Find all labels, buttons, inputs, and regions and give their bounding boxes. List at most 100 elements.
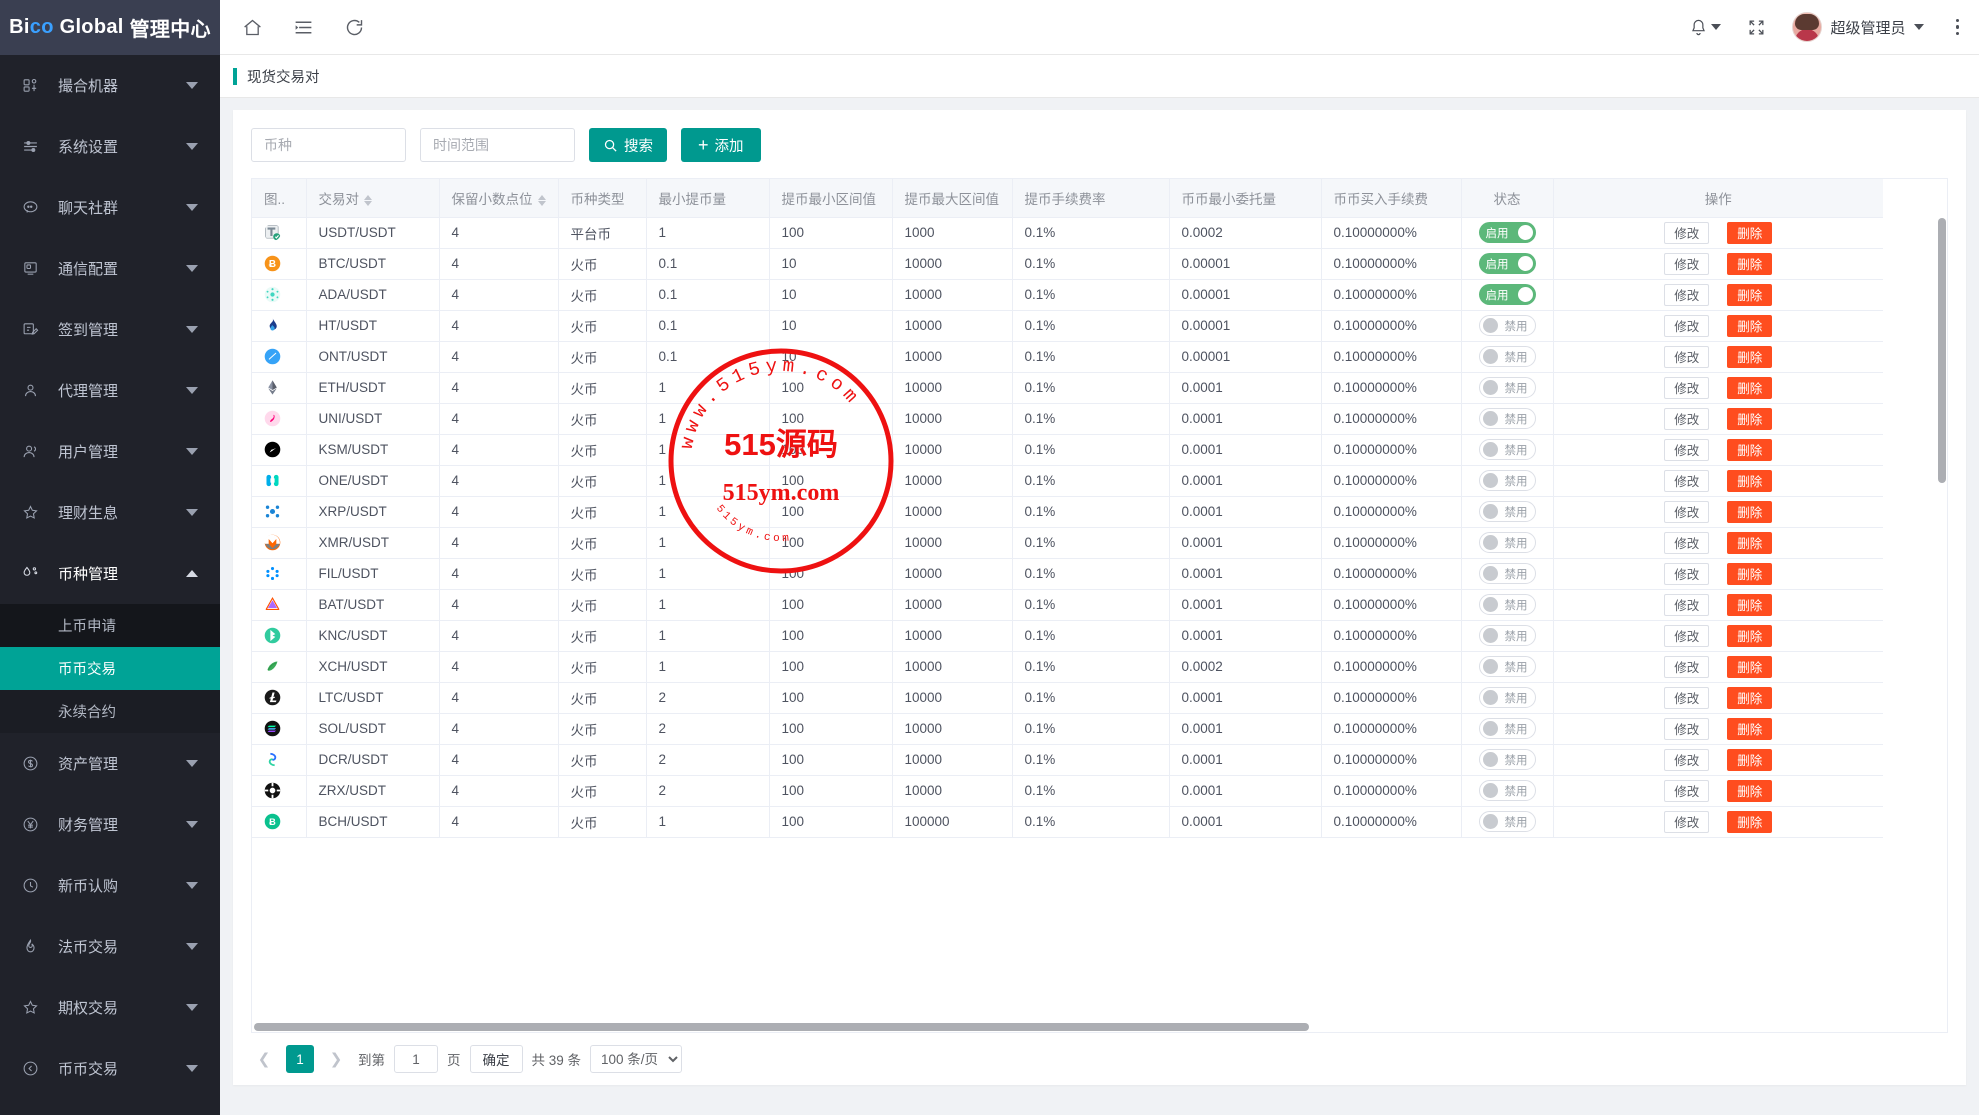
edit-button[interactable]: 修改 — [1664, 810, 1710, 833]
page-number-1[interactable]: 1 — [286, 1045, 314, 1073]
status-toggle[interactable]: 禁用 — [1478, 749, 1536, 770]
delete-button[interactable]: 删除 — [1727, 283, 1773, 306]
delete-button[interactable]: 删除 — [1727, 717, 1773, 740]
edit-button[interactable]: 修改 — [1664, 283, 1710, 306]
delete-button[interactable]: 删除 — [1727, 376, 1773, 399]
edit-button[interactable]: 修改 — [1664, 438, 1710, 461]
edit-button[interactable]: 修改 — [1664, 562, 1710, 585]
edit-button[interactable]: 修改 — [1664, 314, 1710, 337]
status-toggle[interactable]: 禁用 — [1478, 563, 1536, 584]
sidebar-subitem-0[interactable]: 上币申请 — [0, 604, 220, 647]
status-toggle[interactable]: 禁用 — [1478, 718, 1536, 739]
horizontal-scrollbar-track[interactable] — [251, 1021, 1948, 1033]
edit-button[interactable]: 修改 — [1664, 779, 1710, 802]
horizontal-scrollbar-thumb[interactable] — [254, 1023, 1309, 1031]
search-button[interactable]: 搜索 — [589, 128, 667, 162]
delete-button[interactable]: 删除 — [1727, 252, 1773, 275]
edit-button[interactable]: 修改 — [1664, 531, 1710, 554]
sidebar-item-10[interactable]: 财务管理 — [0, 794, 220, 855]
edit-button[interactable]: 修改 — [1664, 221, 1710, 244]
sidebar-item-0[interactable]: 撮合机器 — [0, 55, 220, 116]
delete-button[interactable]: 删除 — [1727, 562, 1773, 585]
sidebar-item-2[interactable]: 聊天社群 — [0, 177, 220, 238]
sidebar-item-13[interactable]: 期权交易 — [0, 977, 220, 1038]
column-header-2[interactable]: 保留小数点位 — [439, 179, 559, 218]
status-toggle[interactable]: 禁用 — [1478, 656, 1536, 677]
status-toggle[interactable]: 禁用 — [1478, 594, 1536, 615]
status-toggle[interactable]: 禁用 — [1478, 687, 1536, 708]
status-toggle[interactable]: 禁用 — [1478, 315, 1536, 336]
status-toggle[interactable]: 禁用 — [1478, 780, 1536, 801]
status-toggle[interactable]: 禁用 — [1478, 811, 1536, 832]
delete-button[interactable]: 删除 — [1727, 469, 1773, 492]
status-toggle[interactable]: 禁用 — [1478, 501, 1536, 522]
vertical-scrollbar[interactable] — [1938, 218, 1946, 483]
edit-button[interactable]: 修改 — [1664, 252, 1710, 275]
goto-page-input[interactable] — [394, 1045, 438, 1073]
sidebar-subitem-1[interactable]: 币币交易 — [0, 647, 220, 690]
sidebar-item-1[interactable]: 系统设置 — [0, 116, 220, 177]
column-header-1[interactable]: 交易对 — [306, 179, 440, 218]
status-toggle[interactable]: 启用 — [1478, 253, 1536, 274]
sidebar-subitem-2[interactable]: 永续合约 — [58, 705, 116, 721]
more-vertical-icon[interactable] — [1950, 17, 1966, 38]
edit-button[interactable]: 修改 — [1664, 593, 1710, 616]
edit-button[interactable]: 修改 — [1664, 407, 1710, 430]
page-size-select[interactable]: 10 条/页20 条/页50 条/页100 条/页 — [590, 1045, 683, 1073]
delete-button[interactable]: 删除 — [1727, 810, 1773, 833]
edit-button[interactable]: 修改 — [1664, 376, 1710, 399]
delete-button[interactable]: 删除 — [1727, 593, 1773, 616]
edit-button[interactable]: 修改 — [1664, 748, 1710, 771]
edit-button[interactable]: 修改 — [1664, 686, 1710, 709]
sidebar-item-4[interactable]: 签到管理 — [0, 299, 220, 360]
delete-button[interactable]: 删除 — [1727, 779, 1773, 802]
status-toggle[interactable]: 禁用 — [1478, 625, 1536, 646]
sort-toggle-icon[interactable] — [364, 194, 372, 206]
sidebar-item-14[interactable]: 币币交易 — [0, 1038, 220, 1099]
delete-button[interactable]: 删除 — [1727, 407, 1773, 430]
delete-button[interactable]: 删除 — [1727, 345, 1773, 368]
delete-button[interactable]: 删除 — [1727, 686, 1773, 709]
delete-button[interactable]: 删除 — [1727, 221, 1773, 244]
status-toggle[interactable]: 启用 — [1478, 284, 1536, 305]
edit-button[interactable]: 修改 — [1664, 345, 1710, 368]
edit-button[interactable]: 修改 — [1664, 624, 1710, 647]
collapse-menu-icon[interactable] — [293, 17, 314, 38]
status-toggle[interactable]: 禁用 — [1478, 346, 1536, 367]
sidebar-item-6[interactable]: 用户管理 — [0, 421, 220, 482]
status-toggle[interactable]: 禁用 — [1478, 470, 1536, 491]
sidebar-item-7[interactable]: 理财生息 — [0, 482, 220, 543]
edit-button[interactable]: 修改 — [1664, 655, 1710, 678]
status-toggle[interactable]: 禁用 — [1478, 408, 1536, 429]
coin-input[interactable] — [251, 128, 406, 162]
refresh-icon[interactable] — [344, 17, 365, 38]
edit-button[interactable]: 修改 — [1664, 717, 1710, 740]
edit-button[interactable]: 修改 — [1664, 500, 1710, 523]
delete-button[interactable]: 删除 — [1727, 655, 1773, 678]
delete-button[interactable]: 删除 — [1727, 500, 1773, 523]
sidebar-item-8[interactable]: 币种管理 — [0, 543, 220, 604]
sidebar-item-11[interactable]: 新币认购 — [0, 855, 220, 916]
delete-button[interactable]: 删除 — [1727, 748, 1773, 771]
time-range-input[interactable] — [420, 128, 575, 162]
brand-logo[interactable]: Bi co Global 管理中心 — [0, 0, 220, 55]
notifications-button[interactable] — [1689, 18, 1722, 37]
sort-toggle-icon[interactable] — [537, 194, 546, 206]
user-menu[interactable]: 超级管理员 — [1792, 12, 1924, 42]
edit-button[interactable]: 修改 — [1664, 469, 1710, 492]
chevron-right-icon[interactable]: ❯ — [329, 1051, 343, 1068]
chevron-left-icon[interactable]: ❮ — [257, 1051, 271, 1068]
sidebar-item-9[interactable]: 资产管理 — [0, 733, 220, 794]
home-icon[interactable] — [242, 17, 263, 38]
status-toggle[interactable]: 启用 — [1478, 222, 1536, 243]
fullscreen-icon[interactable] — [1747, 18, 1766, 37]
status-toggle[interactable]: 禁用 — [1478, 377, 1536, 398]
delete-button[interactable]: 删除 — [1727, 531, 1773, 554]
delete-button[interactable]: 删除 — [1727, 624, 1773, 647]
delete-button[interactable]: 删除 — [1727, 438, 1773, 461]
sidebar-item-12[interactable]: 法币交易 — [0, 916, 220, 977]
sidebar-item-3[interactable]: 通信配置 — [0, 238, 220, 299]
confirm-page-button[interactable]: 确定 — [469, 1045, 523, 1073]
status-toggle[interactable]: 禁用 — [1478, 439, 1536, 460]
sidebar-item-5[interactable]: 代理管理 — [0, 360, 220, 421]
